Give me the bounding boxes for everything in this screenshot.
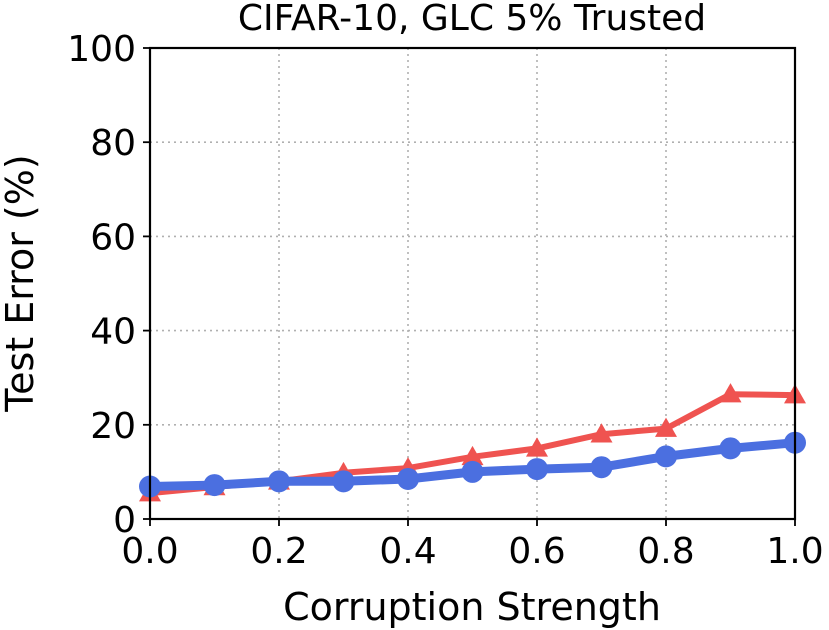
data-point-circle	[332, 470, 355, 493]
y-tick-label: 0	[113, 500, 136, 541]
data-point-triangle	[526, 437, 548, 457]
x-tick-label: 0.2	[250, 531, 307, 572]
data-point-circle	[719, 437, 742, 460]
y-tick-label: 100	[67, 29, 136, 70]
plot-frame	[148, 46, 797, 521]
data-point-triangle	[590, 423, 613, 443]
y-tick-label: 20	[90, 406, 136, 447]
series-circle	[139, 431, 806, 498]
data-point-circle	[526, 458, 548, 481]
data-point-triangle	[655, 417, 677, 437]
x-axis-label: Corruption Strength	[283, 585, 661, 629]
x-tick-label: 1.0	[766, 531, 823, 572]
axis-ticks: 0.0 0.2 0.4 0.6 0.8 1.0 0 20 40 60 80 100	[67, 29, 823, 572]
x-tick-label: 0.4	[379, 531, 436, 572]
data-point-triangle	[461, 445, 484, 466]
data-point-circle	[461, 460, 484, 483]
y-tick-label: 60	[90, 217, 136, 258]
x-tick-label: 0.6	[508, 531, 565, 572]
data-point-circle	[203, 474, 226, 497]
y-tick-label: 40	[90, 312, 136, 353]
y-axis-label: Test Error (%)	[0, 154, 42, 412]
data-point-circle	[397, 467, 419, 490]
series-layer	[139, 383, 806, 502]
x-tick-label: 0.0	[121, 531, 178, 572]
data-point-circle	[655, 445, 677, 468]
data-point-triangle	[719, 383, 742, 403]
chart-title: CIFAR-10, GLC 5% Trusted	[238, 0, 706, 39]
y-tick-label: 80	[90, 123, 136, 164]
data-point-circle	[268, 470, 290, 493]
data-point-circle	[590, 456, 613, 479]
x-tick-label: 0.8	[637, 531, 694, 572]
